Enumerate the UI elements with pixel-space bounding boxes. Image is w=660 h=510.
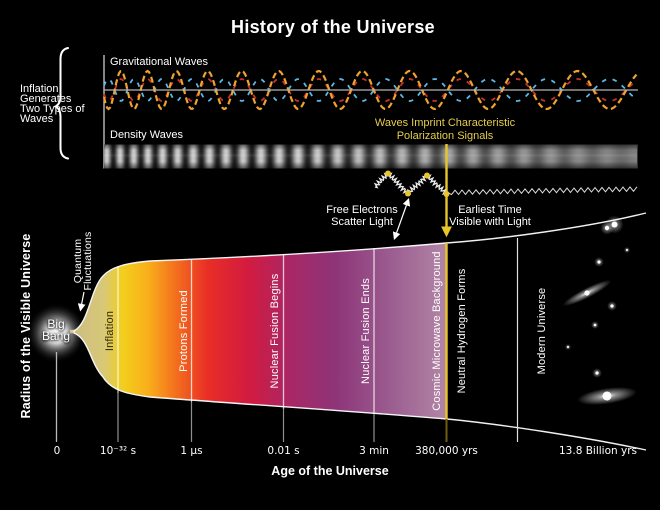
free-electrons-line-1: Free Electrons <box>326 204 398 216</box>
brace-label: Inflation Generates Two Types of Waves <box>20 83 85 125</box>
axis-tick-label-0: 0 <box>53 445 61 457</box>
stars <box>565 215 630 378</box>
universe-cone <box>73 242 448 420</box>
cone-event-label-2: Nuclear Fusion Begins <box>269 273 281 389</box>
page-title: History of the Universe <box>231 17 435 37</box>
brace-label-line-4: Waves <box>20 113 54 125</box>
galaxy <box>577 387 637 405</box>
cone-event-label-5: Neutral Hydrogen Forms <box>455 268 468 394</box>
brace-label-line-1: Inflation <box>20 83 59 95</box>
cone-event-label-3: Nuclear Fusion Ends <box>360 278 372 384</box>
earliest-time-line-1: Earliest Time <box>458 204 522 216</box>
light-wiggle-line <box>447 186 638 196</box>
axis-tick-label-3: 0.01 s <box>267 445 300 457</box>
imprint-annotation-line-1: Waves Imprint Characteristic <box>374 117 516 129</box>
brace <box>53 47 69 160</box>
age-axis-label: Age of the Universe <box>271 464 389 478</box>
radius-axis-label: Radius of the Visible Universe <box>19 233 33 419</box>
galaxy <box>562 279 612 307</box>
axis-tick-label-1: 10⁻³² s <box>99 445 137 457</box>
cone-event-label-0: Inflation <box>104 310 116 352</box>
density-bar-shading <box>104 144 637 169</box>
axis-tick-label-5: 380,000 yrs <box>415 445 478 457</box>
galaxies <box>562 279 637 405</box>
quantum-arrow <box>77 291 86 312</box>
free-electrons-line-2: Scatter Light <box>331 216 393 228</box>
big-bang-label: Big Bang <box>41 317 71 343</box>
scatter-arrow <box>392 198 411 240</box>
scatter-points <box>385 170 450 197</box>
brace-label-line-3: Two Types of <box>20 103 85 115</box>
axis-tick-label-4: 3 min <box>359 445 389 457</box>
cone-top-edge <box>446 212 647 244</box>
cone-bottom-edge <box>446 418 647 451</box>
quantum-fluctuations-label: Quantum Fluctuations <box>72 231 94 291</box>
density-waves-label: Density Waves <box>110 129 183 141</box>
earliest-time-line-2: Visible with Light <box>449 216 531 228</box>
event-lines <box>117 238 519 442</box>
photon-scatter-path <box>373 172 448 196</box>
gravitational-waves-label: Gravitational Waves <box>110 56 209 68</box>
cone-event-label-6: Modern Universe <box>536 287 548 375</box>
imprint-annotation-line-2: Polarization Signals <box>396 129 494 142</box>
brace-label-line-2: Generates <box>20 93 72 105</box>
cone-event-label-1: Protons Formed <box>178 290 190 372</box>
axis-tick-label-6: 13.8 Billion yrs <box>558 445 638 457</box>
cone-event-label-4: Cosmic Microwave Background <box>431 251 443 411</box>
big-bang-glow <box>26 303 87 363</box>
axis-tick-label-2: 1 μs <box>180 445 203 457</box>
gravitational-wave-figure <box>102 69 638 111</box>
